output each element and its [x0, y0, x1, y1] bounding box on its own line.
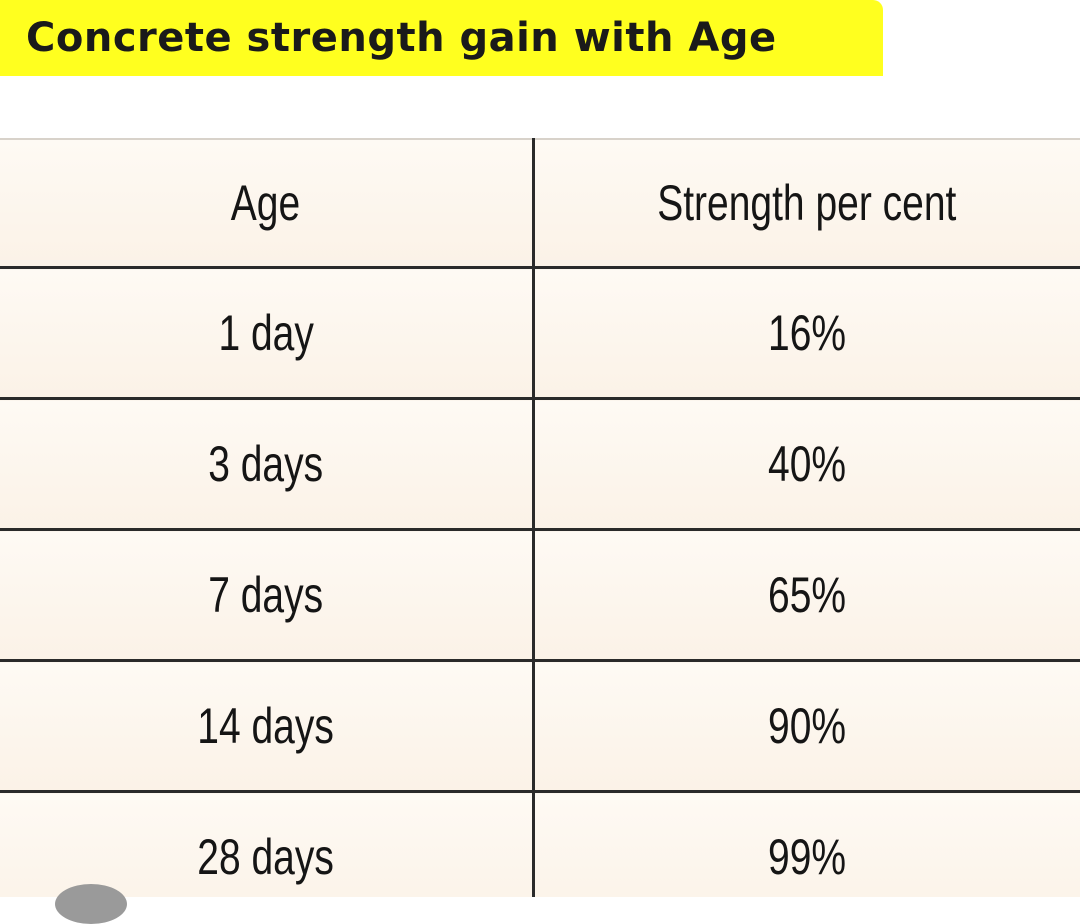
page-title: Concrete strength gain with Age	[26, 15, 777, 61]
age-cell: 28 days	[0, 791, 535, 897]
table-row: 1 day 16%	[0, 267, 1080, 400]
age-cell: 1 day	[0, 267, 535, 400]
strength-cell: 16%	[533, 267, 1080, 400]
table-row: 28 days 99%	[0, 791, 1080, 897]
age-cell: 3 days	[0, 398, 535, 531]
age-cell: 14 days	[0, 660, 535, 793]
overlay-button-edge[interactable]	[55, 884, 127, 924]
strength-cell: 99%	[533, 791, 1080, 897]
table-header-row: Age Strength per cent	[0, 138, 1080, 269]
age-cell: 7 days	[0, 529, 535, 662]
strength-cell: 40%	[533, 398, 1080, 531]
table-row: 3 days 40%	[0, 398, 1080, 531]
header-strength: Strength per cent	[533, 138, 1080, 269]
header-age: Age	[0, 138, 535, 269]
strength-cell: 90%	[533, 660, 1080, 793]
table-row: 14 days 90%	[0, 660, 1080, 793]
strength-table-container: Age Strength per cent 1 day 16% 3 days 4…	[0, 138, 1080, 897]
strength-table: Age Strength per cent 1 day 16% 3 days 4…	[0, 138, 1080, 897]
table-row: 7 days 65%	[0, 529, 1080, 662]
title-banner: Concrete strength gain with Age	[0, 0, 883, 76]
strength-cell: 65%	[533, 529, 1080, 662]
